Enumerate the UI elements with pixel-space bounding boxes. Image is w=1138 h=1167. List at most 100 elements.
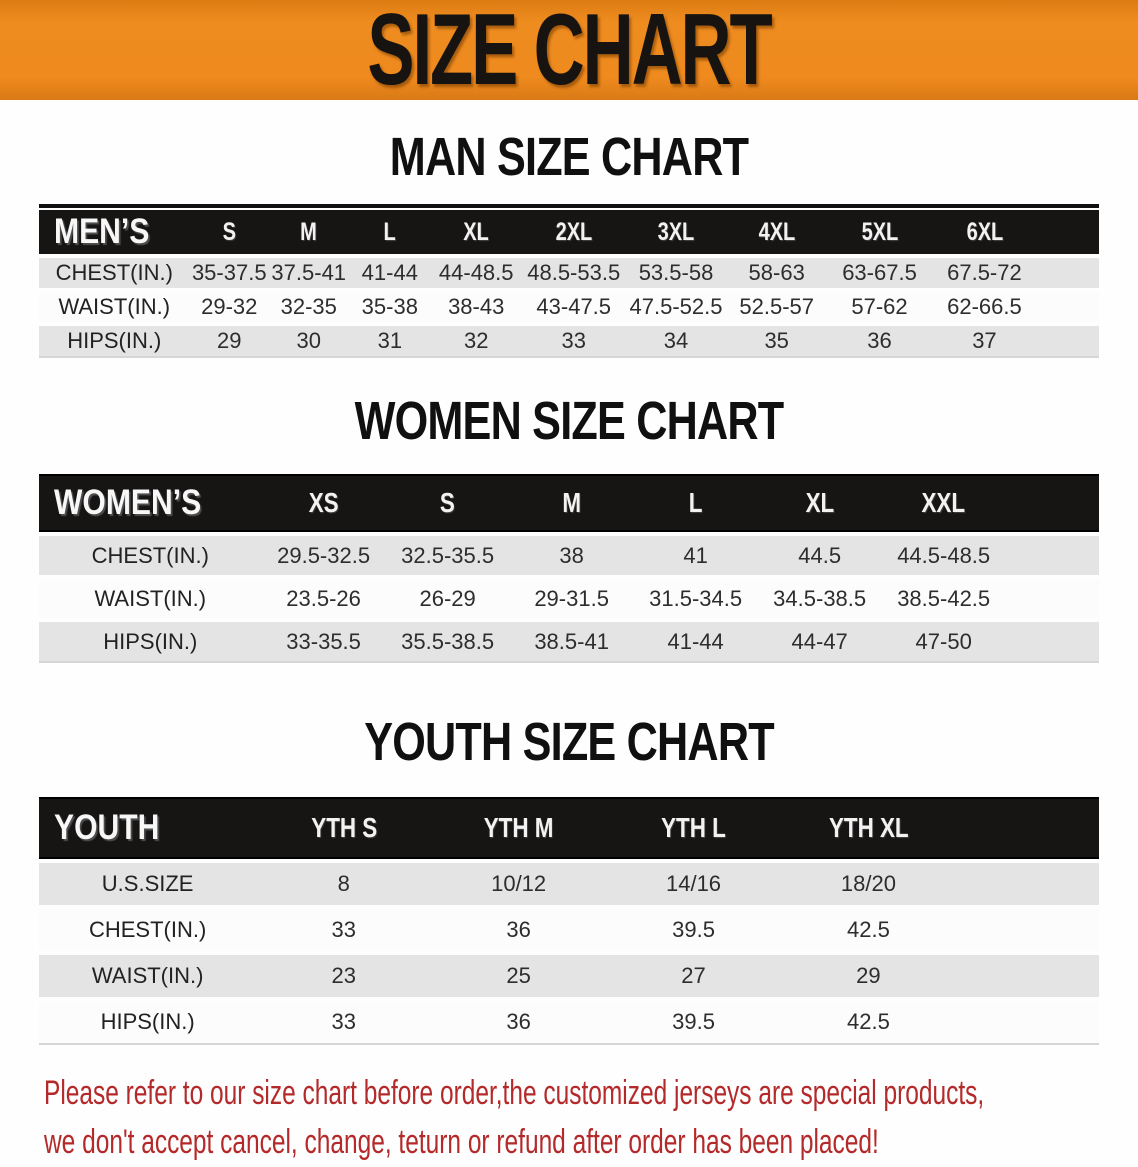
table-cell: 41-44	[348, 258, 432, 288]
youth-hips-row: HIPS(IN.) 33 36 39.5 42.5	[39, 1001, 1099, 1043]
table-cell: 14/16	[606, 863, 781, 905]
table-cell: 38-43	[431, 292, 522, 322]
table-cell: 35-37.5	[189, 258, 269, 288]
disclaimer-line-1: Please refer to our size chart before or…	[44, 1074, 985, 1112]
table-cell: 58-63	[725, 258, 828, 288]
womens-size-table: WOMEN’S XS S M L XL XXL CHEST(IN.) 29.5-…	[39, 470, 1099, 665]
youth-col-xl-label: YTH XL	[828, 812, 909, 843]
table-cell: 29-31.5	[509, 579, 634, 618]
mens-heading-text: MAN SIZE CHART	[389, 127, 749, 187]
table-cell: 23.5-26	[261, 579, 386, 618]
table-cell: 33	[256, 909, 432, 951]
mens-col-5xl: 5XL	[827, 210, 932, 254]
table-cell: 36	[431, 1001, 607, 1043]
table-cell: 18/20	[780, 863, 956, 905]
table-cell: 44.5	[757, 536, 882, 575]
table-cell: 57-62	[827, 292, 932, 322]
table-cell: 25	[431, 955, 607, 997]
womens-col-l-label: L	[688, 487, 703, 518]
table-cell-filler	[1037, 326, 1099, 356]
mens-col-filler	[1037, 210, 1099, 254]
womens-waist-label: WAIST(IN.)	[39, 579, 262, 618]
mens-col-2xl: 2XL	[521, 210, 627, 254]
table-cell: 53.5-58	[626, 258, 726, 288]
mens-table-top-rule	[39, 204, 1099, 208]
table-cell: 33	[256, 1001, 432, 1043]
womens-header-label-cell: WOMEN’S	[39, 474, 262, 532]
youth-table-bottom-rule	[39, 1043, 1099, 1045]
womens-col-filler	[1005, 474, 1099, 532]
womens-hips-row: HIPS(IN.) 33-35.5 35.5-38.5 38.5-41 41-4…	[39, 622, 1099, 661]
youth-header-row: YOUTH YTH S YTH M YTH L YTH XL	[39, 797, 1099, 859]
mens-col-l: L	[348, 210, 432, 254]
youth-header-label: YOUTH	[54, 808, 160, 847]
table-cell: 41	[633, 536, 758, 575]
table-cell: 43-47.5	[521, 292, 627, 322]
table-cell: 29.5-32.5	[261, 536, 386, 575]
table-cell: 23	[256, 955, 432, 997]
mens-size-table-wrap: MEN’S S M L XL 2XL 3XL 4XL 5XL 6XL CHEST…	[39, 204, 1099, 358]
youth-ussize-row: U.S.SIZE 8 10/12 14/16 18/20	[39, 863, 1099, 905]
table-cell: 31	[348, 326, 432, 356]
mens-table-bottom-rule	[39, 356, 1099, 358]
table-cell: 8	[256, 863, 432, 905]
table-cell: 52.5-57	[725, 292, 828, 322]
womens-col-m: M	[509, 474, 634, 532]
youth-col-l: YTH L	[606, 797, 781, 859]
youth-col-s-label: YTH S	[310, 812, 377, 843]
table-cell-filler	[1037, 258, 1099, 288]
table-cell: 35-38	[348, 292, 432, 322]
table-cell-filler	[1037, 292, 1099, 322]
mens-col-6xl-label: 6XL	[966, 217, 1003, 246]
table-cell: 29	[189, 326, 269, 356]
mens-col-l-label: L	[383, 217, 396, 246]
womens-header-label: WOMEN’S	[54, 483, 202, 522]
youth-col-xl: YTH XL	[780, 797, 956, 859]
mens-col-xl-label: XL	[463, 217, 489, 246]
youth-section: YOUTH SIZE CHART YOUTH YTH S YTH M YTH L…	[0, 713, 1138, 1045]
banner-title: SIZE CHART	[367, 0, 772, 100]
womens-col-s-label: S	[440, 487, 456, 518]
table-cell: 41-44	[633, 622, 758, 661]
disclaimer-line-2: we don't accept cancel, change, teturn o…	[44, 1123, 879, 1161]
table-cell: 32.5-35.5	[385, 536, 510, 575]
womens-chest-label: CHEST(IN.)	[39, 536, 262, 575]
womens-header-row: WOMEN’S XS S M L XL XXL	[39, 474, 1099, 532]
youth-header-label-cell: YOUTH	[39, 797, 257, 859]
youth-col-s: YTH S	[256, 797, 432, 859]
youth-size-table-wrap: YOUTH YTH S YTH M YTH L YTH XL U.S.SIZE …	[39, 793, 1099, 1045]
youth-ussize-label: U.S.SIZE	[39, 863, 257, 905]
womens-chest-row: CHEST(IN.) 29.5-32.5 32.5-35.5 38 41 44.…	[39, 536, 1099, 575]
table-cell: 42.5	[780, 909, 956, 951]
womens-col-xxl-label: XXL	[921, 487, 966, 518]
table-cell: 33	[521, 326, 627, 356]
table-cell-filler	[1005, 536, 1099, 575]
table-cell: 29-32	[189, 292, 269, 322]
table-cell: 35.5-38.5	[385, 622, 510, 661]
table-cell: 47.5-52.5	[626, 292, 726, 322]
mens-col-3xl: 3XL	[626, 210, 726, 254]
mens-col-3xl-label: 3XL	[657, 217, 695, 246]
youth-size-table: YOUTH YTH S YTH M YTH L YTH XL U.S.SIZE …	[39, 793, 1099, 1047]
youth-section-heading: YOUTH SIZE CHART	[0, 713, 1138, 771]
mens-section-heading: MAN SIZE CHART	[0, 128, 1138, 186]
womens-waist-row: WAIST(IN.) 23.5-26 26-29 29-31.5 31.5-34…	[39, 579, 1099, 618]
mens-col-6xl: 6XL	[931, 210, 1038, 254]
table-cell: 48.5-53.5	[521, 258, 627, 288]
table-cell: 67.5-72	[931, 258, 1038, 288]
table-cell: 32-35	[269, 292, 349, 322]
table-cell: 30	[269, 326, 349, 356]
mens-header-row: MEN’S S M L XL 2XL 3XL 4XL 5XL 6XL	[39, 210, 1099, 254]
womens-col-xxl: XXL	[881, 474, 1006, 532]
womens-col-xs: XS	[261, 474, 386, 532]
womens-table-bottom-rule	[39, 661, 1099, 663]
mens-col-xl: XL	[431, 210, 522, 254]
table-cell: 39.5	[606, 909, 781, 951]
youth-hips-label: HIPS(IN.)	[39, 1001, 257, 1043]
womens-col-xl-label: XL	[805, 487, 834, 518]
mens-chest-row: CHEST(IN.) 35-37.5 37.5-41 41-44 44-48.5…	[39, 258, 1099, 288]
mens-waist-row: WAIST(IN.) 29-32 32-35 35-38 38-43 43-47…	[39, 292, 1099, 322]
mens-section: MAN SIZE CHART MEN’S S M L XL 2XL 3XL 4X…	[0, 128, 1138, 358]
mens-col-4xl: 4XL	[725, 210, 828, 254]
mens-col-2xl-label: 2XL	[555, 217, 593, 246]
